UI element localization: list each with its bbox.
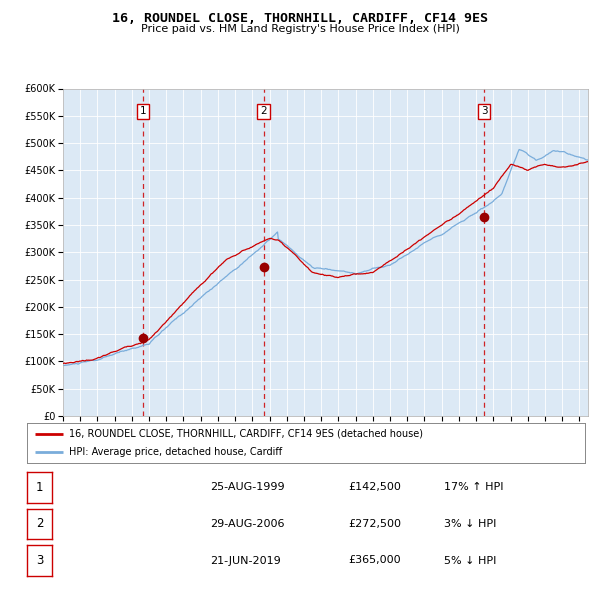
Text: HPI: Average price, detached house, Cardiff: HPI: Average price, detached house, Card…	[69, 447, 282, 457]
Text: 25-AUG-1999: 25-AUG-1999	[210, 483, 284, 492]
Text: £365,000: £365,000	[348, 556, 401, 565]
Text: 3% ↓ HPI: 3% ↓ HPI	[444, 519, 496, 529]
Text: 17% ↑ HPI: 17% ↑ HPI	[444, 483, 503, 492]
Text: 5% ↓ HPI: 5% ↓ HPI	[444, 556, 496, 565]
Text: Price paid vs. HM Land Registry's House Price Index (HPI): Price paid vs. HM Land Registry's House …	[140, 24, 460, 34]
Text: £142,500: £142,500	[348, 483, 401, 492]
Text: 2: 2	[36, 517, 43, 530]
Text: 3: 3	[36, 554, 43, 567]
Text: 16, ROUNDEL CLOSE, THORNHILL, CARDIFF, CF14 9ES (detached house): 16, ROUNDEL CLOSE, THORNHILL, CARDIFF, C…	[69, 429, 423, 439]
Text: 16, ROUNDEL CLOSE, THORNHILL, CARDIFF, CF14 9ES: 16, ROUNDEL CLOSE, THORNHILL, CARDIFF, C…	[112, 12, 488, 25]
Text: 1: 1	[140, 106, 146, 116]
Text: 1: 1	[36, 481, 43, 494]
Text: 21-JUN-2019: 21-JUN-2019	[210, 556, 281, 565]
Text: 2: 2	[260, 106, 267, 116]
Text: 29-AUG-2006: 29-AUG-2006	[210, 519, 284, 529]
Text: £272,500: £272,500	[348, 519, 401, 529]
Text: 3: 3	[481, 106, 488, 116]
